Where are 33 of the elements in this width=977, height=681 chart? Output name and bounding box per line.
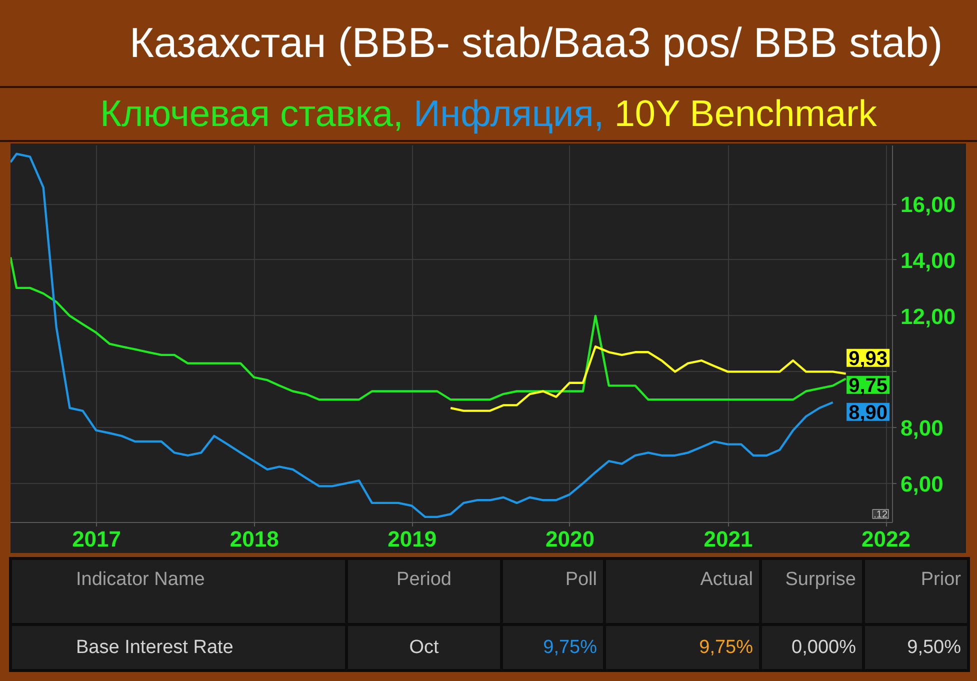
category-label: Actual	[604, 558, 760, 624]
annotation: .12	[874, 510, 888, 520]
text: Инфляция,	[414, 93, 604, 134]
line-series	[10, 152, 834, 518]
text: 9,75%	[699, 636, 753, 658]
data-label: 9,75	[848, 374, 888, 397]
y-tick-label: 8,00	[900, 416, 944, 441]
text: 9,50%	[907, 636, 961, 658]
y-tick-label: 14,00	[900, 248, 956, 273]
data-label: 8,90	[848, 402, 888, 424]
x-tick-label: 2017	[72, 526, 122, 552]
category-label: Period	[346, 558, 502, 624]
x-tick-label: 2020	[545, 526, 594, 552]
y-tick-label: 12,00	[900, 304, 956, 329]
category-label: Poll	[502, 558, 604, 624]
x-tick-label: 2018	[230, 526, 279, 552]
data-label: 9,93	[848, 348, 888, 370]
text: Ключевая ставка,	[100, 93, 404, 134]
text: 10Y Benchmark	[614, 93, 877, 134]
category-label: Prior	[864, 558, 968, 624]
category-label: Indicator Name	[10, 558, 346, 624]
x-tick-label: 2019	[388, 526, 437, 552]
text: Oct	[409, 636, 439, 658]
text: Base Interest Rate	[76, 636, 234, 658]
x-tick-label: 2021	[704, 526, 753, 552]
x-tick-label: 2022	[862, 526, 910, 552]
text: 9,75%	[543, 636, 597, 658]
text: 0,000%	[792, 636, 856, 658]
line-series	[450, 345, 847, 412]
y-tick-label: 16,00	[900, 192, 956, 218]
category-label: Surprise	[760, 558, 864, 624]
chart-title: Казахстан (BBB- stab/Baa3 pos/ BBB stab)	[0, 0, 977, 88]
y-tick-label: 6,00	[900, 471, 944, 496]
